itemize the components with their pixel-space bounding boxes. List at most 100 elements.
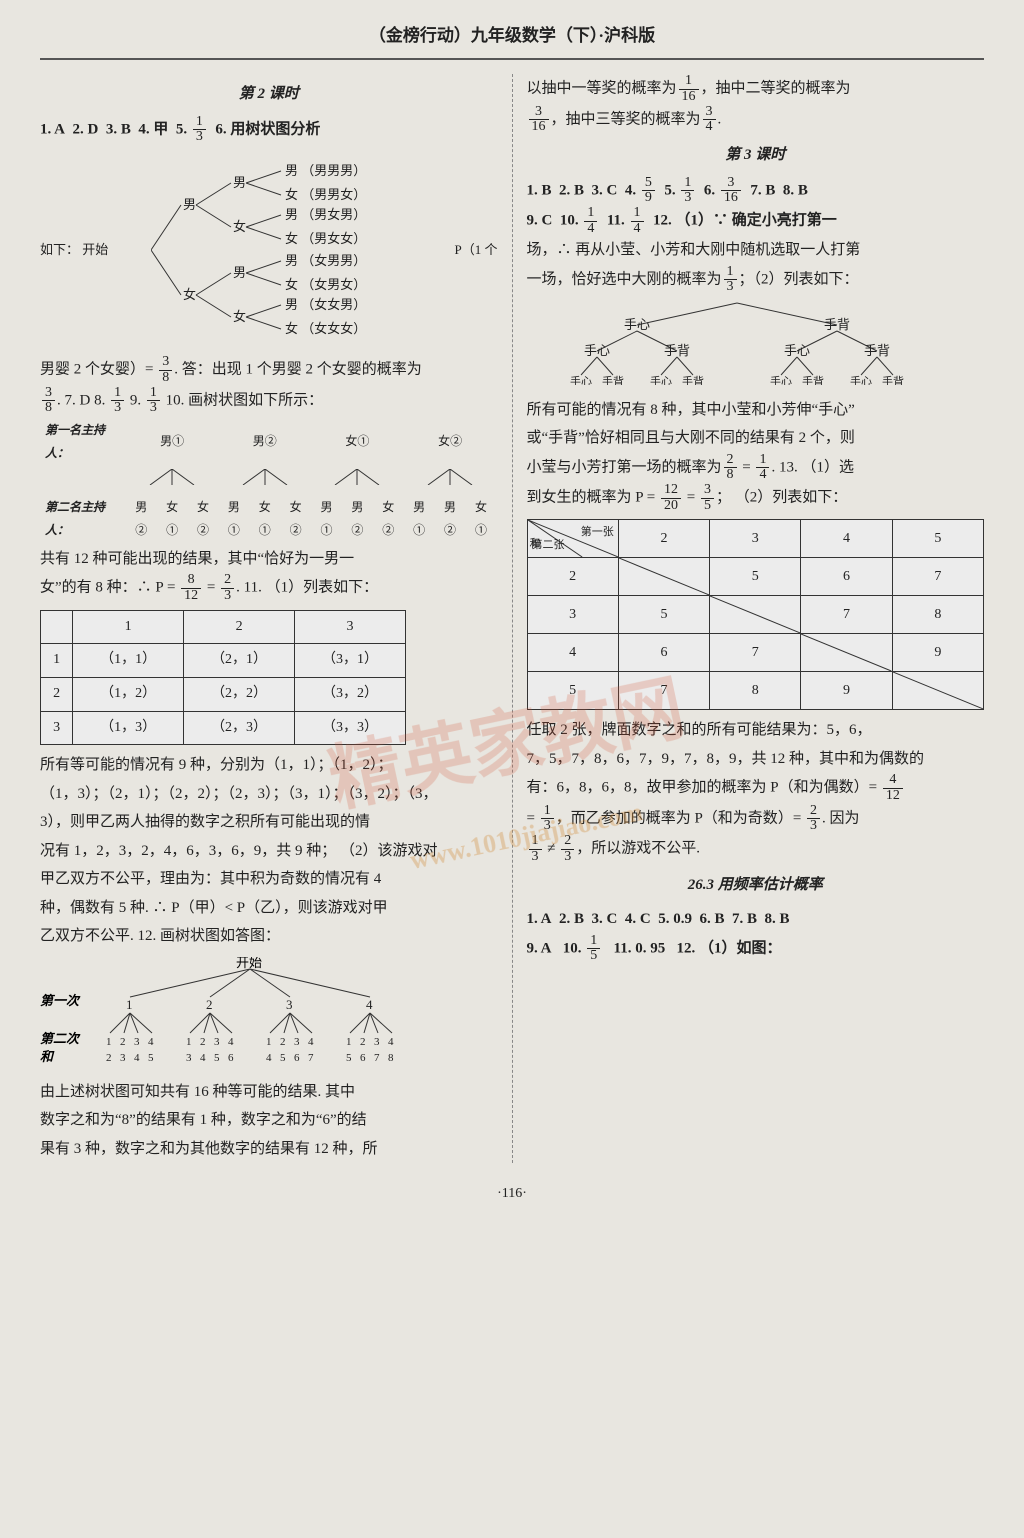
tree-boy-girl: 如下： 开始 男女 男女 男女 男 （男男男） 女 （男男女）	[40, 151, 498, 349]
p11d: 况有 1，2，3，2，4，6，3，6，9，共 9 种； （2）该游戏对	[40, 837, 498, 866]
svg-text:手心: 手心	[623, 317, 649, 332]
column-divider	[512, 74, 513, 1163]
svg-text:1: 1	[266, 1036, 272, 1048]
tree-12: 开始 第一次 1 2 3 4 第二次 1234 1234	[40, 957, 498, 1072]
svg-text:2: 2	[106, 1052, 112, 1064]
svg-text:手心: 手心	[770, 374, 792, 385]
svg-text:2: 2	[200, 1036, 206, 1048]
svg-text:4: 4	[308, 1036, 314, 1048]
svg-text:手背: 手背	[682, 374, 704, 385]
svg-text:手心: 手心	[850, 374, 872, 385]
svg-text:男 （男男男）: 男 （男男男）	[285, 163, 366, 178]
table-11: 123 1（1，1）（2，1）（3，1） 2（1，2）（2，2）（3，2） 3（…	[40, 610, 406, 745]
l3-p12d: 所有可能的情况有 8 种，其中小莹和小芳伸“手心”	[527, 396, 985, 425]
svg-text:手背: 手背	[802, 374, 824, 385]
svg-text:2: 2	[280, 1036, 286, 1048]
tree12-svg: 开始 第一次 1 2 3 4 第二次 1234 1234	[40, 957, 460, 1067]
svg-text:手背: 手背	[602, 374, 624, 385]
svg-text:5: 5	[280, 1052, 286, 1064]
svg-text:男 （男女男）: 男 （男女男）	[285, 207, 366, 222]
l3-p13e: = 13，而乙参加的概率为 P（和为奇数）= 23. 因为	[527, 804, 985, 834]
p12c: 果有 3 种，数字之和为其他数字的结果有 12 种，所	[40, 1135, 498, 1164]
svg-text:5: 5	[346, 1052, 352, 1064]
page-number: ·116·	[40, 1181, 984, 1208]
host-tree: 第一名主持人： 男① 男② 女① 女② 第二名主持人： 男②女①女② 男①女①女…	[40, 416, 498, 545]
s263-ans2: 9. A 10. 15 11. 0. 95 12. （1）如图：	[527, 934, 985, 964]
svg-text:手背: 手背	[863, 343, 889, 358]
svg-text:男: 男	[183, 197, 196, 212]
l2-answers-2: 38. 7. D 8. 13 9. 13 10. 画树状图如下所示：	[40, 386, 498, 416]
svg-text:手心: 手心	[570, 374, 592, 385]
svg-text:3: 3	[186, 1052, 192, 1064]
svg-text:第一次: 第一次	[40, 993, 81, 1008]
l3-p12f: 小莹与小芳打第一场的概率为28 = 14. 13. （1）选	[527, 453, 985, 483]
p12b: 数字之和为“8”的结果有 1 种，数字之和为“6”的结	[40, 1106, 498, 1135]
svg-text:4: 4	[388, 1036, 394, 1048]
svg-text:女 （男女女）: 女 （男女女）	[285, 231, 366, 246]
svg-text:男: 男	[233, 265, 246, 280]
p11a: 所有等可能的情况有 9 种，分别为（1，1）；（1，2）；	[40, 751, 498, 780]
svg-text:女: 女	[233, 309, 246, 324]
l3-p12b: 一场，恰好选中大刚的概率为13；（2）列表如下：	[527, 265, 985, 295]
svg-text:1: 1	[106, 1036, 112, 1048]
svg-text:2: 2	[120, 1036, 126, 1048]
svg-text:3: 3	[374, 1036, 380, 1048]
lesson2-title: 第 2 课时	[40, 80, 498, 109]
svg-text:3: 3	[214, 1036, 220, 1048]
l3-ans2: 9. C 10. 14 11. 14 12. （1）∵ 确定小亮打第一	[527, 206, 985, 236]
svg-text:8: 8	[388, 1052, 394, 1064]
svg-text:4: 4	[200, 1052, 206, 1064]
svg-text:6: 6	[294, 1052, 300, 1064]
p11e: 甲乙双方不公平，理由为：其中积为奇数的情况有 4	[40, 865, 498, 894]
svg-text:3: 3	[120, 1052, 126, 1064]
svg-text:2: 2	[360, 1036, 366, 1048]
page-title: （金榜行动）九年级数学（下）·沪科版	[40, 20, 984, 60]
after-tree1: 男婴 2 个女婴）= 38. 答：出现 1 个男婴 2 个女婴的概率为	[40, 355, 498, 385]
svg-text:3: 3	[286, 997, 293, 1012]
svg-text:4: 4	[266, 1052, 272, 1064]
l3-p12a: 场，∴ 再从小莹、小芳和大刚中随机选取一人打第	[527, 236, 985, 265]
svg-text:3: 3	[134, 1036, 140, 1048]
r-cont2: 316，抽中三等奖的概率为34.	[527, 105, 985, 135]
p11b: （1，3）；（2，1）；（2，2）；（2，3）；（3，1）；（3，2）；（3，	[40, 780, 498, 809]
svg-text:手心: 手心	[783, 343, 809, 358]
svg-text:第二次: 第二次	[40, 1031, 81, 1046]
s263-ans1: 1. A 2. B 3. C 4. C 5. 0.9 6. B 7. B 8. …	[527, 905, 985, 934]
svg-text:1: 1	[126, 997, 133, 1012]
l3-p13c: 7，5，7，8，6，7，9，7，8，9，共 12 种，其中和为偶数的	[527, 745, 985, 774]
hand-tree-svg: 手心手背 手心手背 手心手背 手心手背 手心手背 手心手背 手心手背	[527, 295, 947, 385]
p11g: 乙双方不公平. 12. 画树状图如答图：	[40, 922, 498, 951]
svg-text:1: 1	[346, 1036, 352, 1048]
p10b: 女”的有 8 种：∴ P = 812 = 23. 11. （1）列表如下：	[40, 573, 498, 603]
svg-text:男 （女男男）: 男 （女男男）	[285, 253, 366, 268]
l2-answers-1: 1. A 2. D 3. B 4. 甲 5. 13 6. 用树状图分析	[40, 115, 498, 145]
content-columns: 第 2 课时 1. A 2. D 3. B 4. 甲 5. 13 6. 用树状图…	[40, 74, 984, 1163]
svg-text:手背: 手背	[823, 317, 849, 332]
svg-text:4: 4	[148, 1036, 154, 1048]
svg-text:4: 4	[134, 1052, 140, 1064]
p10a: 共有 12 种可能出现的结果，其中“恰好为一男一	[40, 545, 498, 574]
svg-text:手背: 手背	[663, 343, 689, 358]
svg-text:男: 男	[233, 175, 246, 190]
svg-text:手背: 手背	[882, 374, 904, 385]
p11c: 3），则甲乙两人抽得的数字之积所有可能出现的情	[40, 808, 498, 837]
svg-text:女 （女男女）: 女 （女男女）	[285, 277, 366, 292]
svg-text:2: 2	[206, 997, 213, 1012]
right-column: 以抽中一等奖的概率为116，抽中二等奖的概率为 316，抽中三等奖的概率为34.…	[527, 74, 985, 1163]
svg-text:手心: 手心	[583, 343, 609, 358]
svg-text:女 （女女女）: 女 （女女女）	[285, 321, 366, 336]
svg-text:3: 3	[294, 1036, 300, 1048]
svg-text:女: 女	[183, 287, 196, 302]
svg-text:7: 7	[308, 1052, 314, 1064]
tree1-svg: 男女 男女 男女 男 （男男男） 女 （男男女） 男 （男女男） 女 （男女女）…	[151, 155, 411, 345]
diag-header: 第一张 第二张 和	[527, 520, 618, 558]
svg-text:男 （女女男）: 男 （女女男）	[285, 297, 366, 312]
l3-p13f: 13 ≠ 23，所以游戏不公平.	[527, 834, 985, 864]
p12a: 由上述树状图可知共有 16 种等可能的结果. 其中	[40, 1078, 498, 1107]
l3-ans1: 1. B 2. B 3. C 4. 59 5. 13 6. 316 7. B 8…	[527, 176, 985, 206]
svg-text:4: 4	[228, 1036, 234, 1048]
svg-text:女: 女	[233, 219, 246, 234]
svg-text:5: 5	[214, 1052, 220, 1064]
table-13: 第一张 第二张 和 2345 2567 3578 4679 5789	[527, 519, 985, 710]
svg-text:6: 6	[360, 1052, 366, 1064]
